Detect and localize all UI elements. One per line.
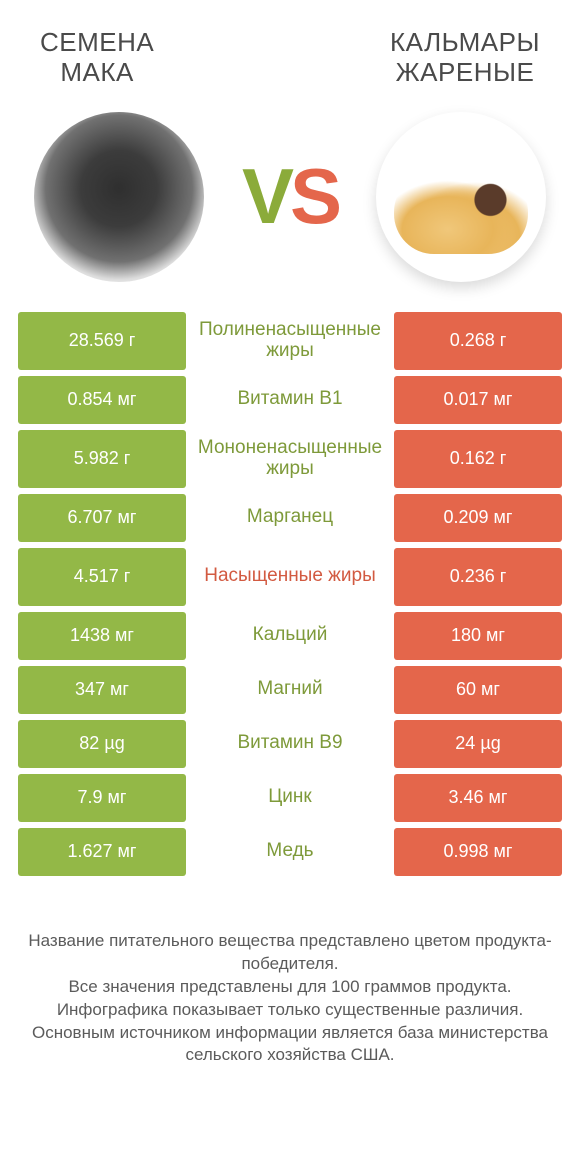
left-value-cell: 347 мг: [18, 666, 186, 714]
table-row: 7.9 мгЦинк3.46 мг: [18, 774, 562, 822]
footer-line: Основным источником информации является …: [22, 1022, 558, 1068]
right-value-cell: 0.017 мг: [394, 376, 562, 424]
left-value-cell: 82 µg: [18, 720, 186, 768]
nutrient-label: Полиненасыщенные жиры: [186, 312, 394, 370]
table-row: 6.707 мгМарганец0.209 мг: [18, 494, 562, 542]
footer-line: Инфографика показывает только существенн…: [22, 999, 558, 1022]
right-value-cell: 3.46 мг: [394, 774, 562, 822]
footer-line: Все значения представлены для 100 граммо…: [22, 976, 558, 999]
nutrient-label: Насыщенные жиры: [186, 548, 394, 606]
nutrient-label: Магний: [186, 666, 394, 714]
table-row: 0.854 мгВитамин B10.017 мг: [18, 376, 562, 424]
header-row: СЕМЕНА МАКА КАЛЬМАРЫ ЖАРЕНЫЕ: [0, 0, 580, 88]
comparison-table: 28.569 гПолиненасыщенные жиры0.268 г 0.85…: [0, 312, 580, 876]
right-value-cell: 0.268 г: [394, 312, 562, 370]
table-row: 28.569 гПолиненасыщенные жиры0.268 г: [18, 312, 562, 370]
left-product-title: СЕМЕНА МАКА: [40, 28, 154, 88]
table-row: 1.627 мгМедь0.998 мг: [18, 828, 562, 876]
table-row: 1438 мгКальций180 мг: [18, 612, 562, 660]
nutrient-label: Витамин B1: [186, 376, 394, 424]
right-value-cell: 0.162 г: [394, 430, 562, 488]
right-value-cell: 24 µg: [394, 720, 562, 768]
left-value-cell: 5.982 г: [18, 430, 186, 488]
left-value-cell: 28.569 г: [18, 312, 186, 370]
left-value-cell: 0.854 мг: [18, 376, 186, 424]
nutrient-label: Марганец: [186, 494, 394, 542]
right-product-image: [376, 112, 546, 282]
table-row: 347 мгМагний60 мг: [18, 666, 562, 714]
right-value-cell: 0.998 мг: [394, 828, 562, 876]
vs-v: V: [242, 152, 290, 240]
vs-s: S: [290, 152, 338, 240]
left-value-cell: 6.707 мг: [18, 494, 186, 542]
left-value-cell: 1.627 мг: [18, 828, 186, 876]
footer-notes: Название питательного вещества представл…: [0, 882, 580, 1068]
right-value-cell: 60 мг: [394, 666, 562, 714]
left-value-cell: 7.9 мг: [18, 774, 186, 822]
nutrient-label: Мононенасыщенные жиры: [186, 430, 394, 488]
table-row: 5.982 гМононенасыщенные жиры0.162 г: [18, 430, 562, 488]
table-row: 82 µgВитамин B924 µg: [18, 720, 562, 768]
left-product-image: [34, 112, 204, 282]
nutrient-label: Медь: [186, 828, 394, 876]
vs-label: VS: [242, 151, 338, 242]
left-value-cell: 4.517 г: [18, 548, 186, 606]
nutrient-label: Витамин B9: [186, 720, 394, 768]
images-row: VS: [0, 88, 580, 312]
right-value-cell: 0.209 мг: [394, 494, 562, 542]
left-value-cell: 1438 мг: [18, 612, 186, 660]
right-value-cell: 180 мг: [394, 612, 562, 660]
footer-line: Название питательного вещества представл…: [22, 930, 558, 976]
right-value-cell: 0.236 г: [394, 548, 562, 606]
nutrient-label: Цинк: [186, 774, 394, 822]
nutrient-label: Кальций: [186, 612, 394, 660]
table-row: 4.517 гНасыщенные жиры0.236 г: [18, 548, 562, 606]
right-product-title: КАЛЬМАРЫ ЖАРЕНЫЕ: [390, 28, 540, 88]
